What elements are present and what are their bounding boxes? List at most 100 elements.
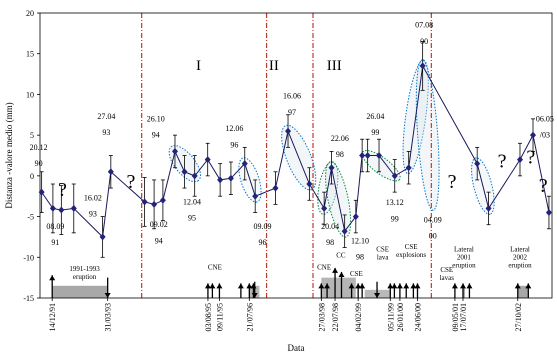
event-label: eruption xyxy=(508,262,532,270)
event-arrow-up-head xyxy=(387,283,394,289)
date-annotation: 93 xyxy=(89,210,97,219)
event-arrow-up-head xyxy=(209,283,216,289)
event-arrow-up-head xyxy=(391,283,398,289)
event-arrow-up-head xyxy=(403,283,410,289)
question-mark: ? xyxy=(126,171,135,193)
y-ticks: 20 15 10 5 0 -5 -10 -15 xyxy=(23,9,40,303)
event-arrow-up-head xyxy=(355,283,362,289)
activity-band xyxy=(321,277,356,298)
y-tick-label: 20 xyxy=(26,9,34,18)
date-annotation: 93 xyxy=(102,128,110,137)
x-tick-label: 21/07/96 xyxy=(245,303,254,331)
axes xyxy=(39,12,553,299)
date-annotation: /03 xyxy=(540,131,550,140)
x-tick-label: 22/07/98 xyxy=(331,303,340,331)
date-annotation: 09.09 xyxy=(253,222,271,231)
date-annotation: 22.06 xyxy=(331,134,349,143)
data-point xyxy=(530,131,537,139)
y-tick-label: -15 xyxy=(23,294,34,303)
date-annotation: 96 xyxy=(230,140,238,149)
data-point xyxy=(545,209,552,216)
x-tick-label: 24/06/00 xyxy=(413,303,422,331)
question-mark: ? xyxy=(539,175,548,197)
data-point xyxy=(474,160,481,168)
event-arrow-up-head xyxy=(324,283,331,289)
phase-boundaries: I II III xyxy=(141,13,432,298)
plot-frame xyxy=(39,12,553,299)
x-tick-label: 27/10/02 xyxy=(514,303,523,331)
event-arrow-up-head xyxy=(318,283,325,289)
data-points xyxy=(38,41,552,258)
event-arrow-down-head xyxy=(251,293,258,298)
question-mark: ? xyxy=(526,147,535,169)
data-point xyxy=(151,200,158,208)
data-point xyxy=(227,174,234,182)
date-annotation: 16.06 xyxy=(283,92,301,101)
data-point xyxy=(405,164,412,172)
date-annotation: 95 xyxy=(188,214,196,223)
y-tick-label: -10 xyxy=(23,253,34,262)
event-label: Lateral xyxy=(510,246,530,254)
event-arrow-up-head xyxy=(246,283,253,289)
y-tick-label: -5 xyxy=(27,213,34,222)
y-tick-label: 10 xyxy=(26,90,34,99)
event-arrow-up-head xyxy=(466,283,473,289)
date-annotation: 20.12 xyxy=(30,143,48,152)
data-point xyxy=(49,204,56,212)
x-tick-label: 14/12/91 xyxy=(48,303,57,331)
x-tick-label: 27/03/98 xyxy=(317,303,326,331)
ellipses xyxy=(168,59,495,238)
data-point xyxy=(159,196,166,204)
event-arrow-up-head xyxy=(451,283,458,289)
annotations: 20.12 90 08.09 91 27.04 93 16.02 93 09.02 94 26.10… xyxy=(30,21,554,262)
date-annotation: 04.09 xyxy=(424,215,442,224)
date-annotation: 96 xyxy=(258,238,266,247)
date-annotation: 06.05 xyxy=(536,114,554,123)
data-point xyxy=(38,188,45,196)
event-label: lavas xyxy=(440,274,455,282)
date-annotation: 12.04 xyxy=(183,197,201,206)
date-annotation: 26.04 xyxy=(366,112,384,121)
x-tick-label: 05/11/99 xyxy=(386,303,395,331)
change-ellipse xyxy=(415,59,440,211)
event-arrow-up-head xyxy=(514,283,521,289)
data-point xyxy=(321,204,328,212)
event-arrow-up-head xyxy=(237,283,244,289)
event-label: 2001 xyxy=(457,254,472,262)
date-annotation: 99 xyxy=(391,214,399,223)
date-annotation: 90 xyxy=(35,159,43,168)
data-point xyxy=(99,233,106,241)
x-tick-label: 03/08/95 xyxy=(204,303,213,331)
x-tick-label: 17/07/01 xyxy=(459,303,468,331)
event-label: lava xyxy=(377,254,390,262)
date-annotation: 09.02 xyxy=(150,220,168,229)
question-mark: ? xyxy=(448,171,457,193)
date-annotation: 13.12 xyxy=(386,198,404,207)
date-annotation: 97 xyxy=(288,108,296,117)
data-point xyxy=(217,176,224,184)
x-tick-label: 31/03/93 xyxy=(104,303,113,331)
event-arrow-up-head xyxy=(348,283,355,289)
x-tick-label: 09/05/01 xyxy=(451,303,460,331)
date-annotation: 26.10 xyxy=(147,114,165,123)
event-label: CC xyxy=(336,251,346,259)
event-label: 1991-1993 xyxy=(69,265,100,273)
event-arrow-down-head xyxy=(104,293,111,298)
data-point xyxy=(391,172,398,180)
data-point xyxy=(272,184,279,192)
data-point xyxy=(58,206,65,214)
data-point xyxy=(376,152,383,159)
y-tick-label: 0 xyxy=(30,172,34,181)
data-point xyxy=(516,156,523,164)
x-ticks: 14/12/91 31/03/93 03/08/95 09/11/95 21/07/96… xyxy=(48,298,523,331)
event-label: CSE xyxy=(350,270,363,278)
date-annotation: 94 xyxy=(152,131,160,140)
data-point xyxy=(252,192,259,200)
change-ellipse xyxy=(361,149,401,182)
event-label: eruption xyxy=(73,273,97,281)
y-axis-label: Distanza -valore medio (mm) xyxy=(4,102,14,208)
data-point xyxy=(359,152,366,159)
question-mark: ? xyxy=(58,179,67,201)
event-label: Lateral xyxy=(454,246,474,254)
event-arrow-up-head xyxy=(414,283,421,289)
